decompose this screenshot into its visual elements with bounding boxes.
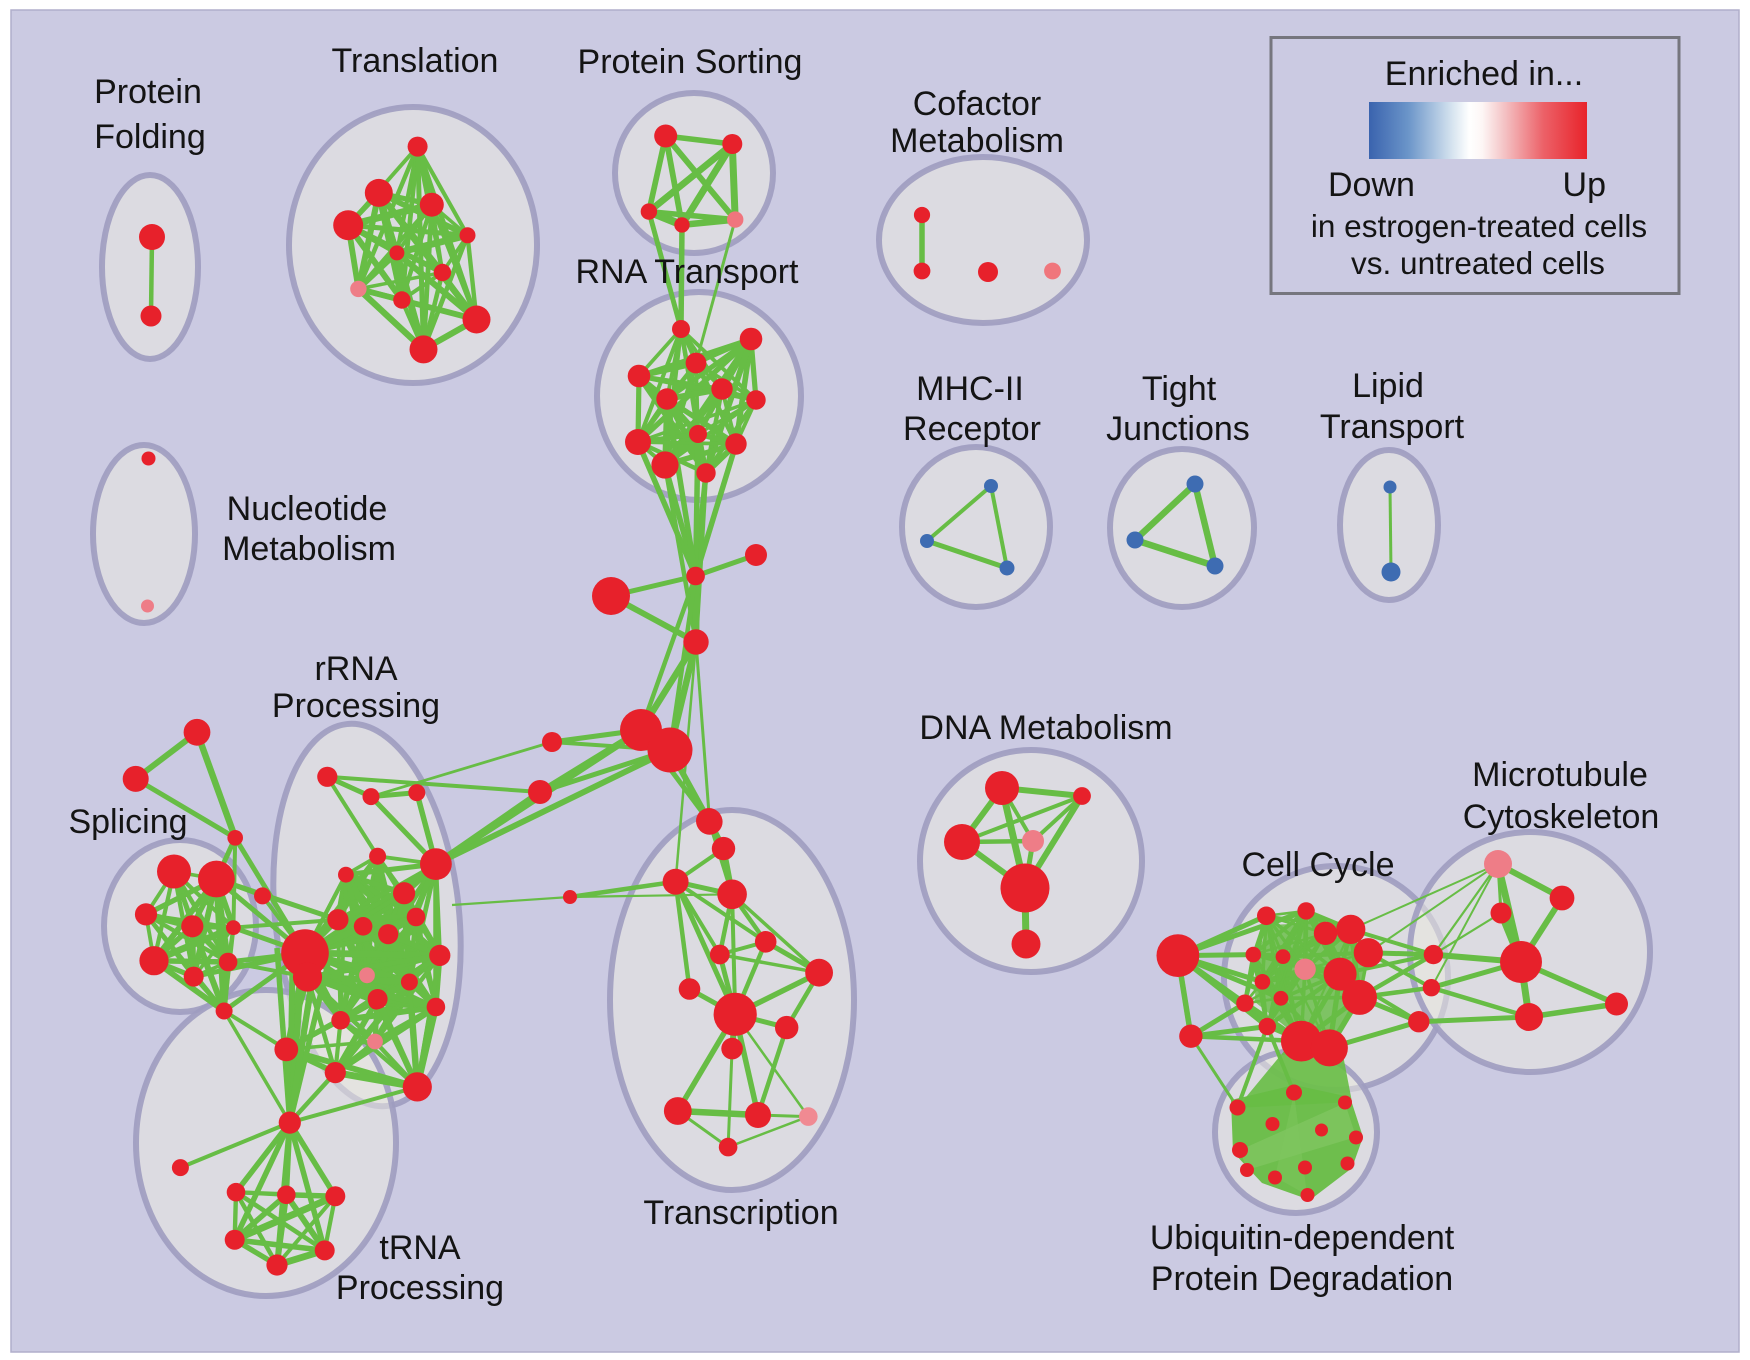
svg-text:Transcription: Transcription <box>643 1194 838 1232</box>
svg-text:Transport: Transport <box>1320 408 1465 446</box>
svg-text:Enriched in...: Enriched in... <box>1385 55 1583 93</box>
svg-text:Lipid: Lipid <box>1352 367 1424 405</box>
svg-text:MHC-II: MHC-II <box>916 370 1024 408</box>
svg-text:Protein Degradation: Protein Degradation <box>1151 1260 1453 1298</box>
svg-text:Junctions: Junctions <box>1106 410 1250 448</box>
svg-text:Cell Cycle: Cell Cycle <box>1241 846 1394 884</box>
svg-text:Cofactor: Cofactor <box>913 85 1042 123</box>
svg-text:Ubiquitin-dependent: Ubiquitin-dependent <box>1150 1219 1455 1257</box>
svg-text:Up: Up <box>1563 166 1606 204</box>
svg-text:Metabolism: Metabolism <box>890 122 1064 160</box>
svg-text:RNA Transport: RNA Transport <box>576 253 800 291</box>
svg-text:Metabolism: Metabolism <box>222 530 396 568</box>
svg-text:Protein: Protein <box>94 73 202 111</box>
svg-text:Receptor: Receptor <box>903 410 1041 448</box>
svg-text:DNA Metabolism: DNA Metabolism <box>919 709 1172 747</box>
svg-text:Folding: Folding <box>94 118 206 156</box>
svg-text:Microtubule: Microtubule <box>1472 756 1648 794</box>
svg-text:Cytoskeleton: Cytoskeleton <box>1463 798 1660 836</box>
svg-text:in estrogen-treated cells: in estrogen-treated cells <box>1311 208 1647 244</box>
svg-text:Tight: Tight <box>1142 370 1217 408</box>
svg-text:Splicing: Splicing <box>68 803 187 841</box>
svg-text:rRNA: rRNA <box>314 650 397 688</box>
svg-text:Processing: Processing <box>272 687 440 725</box>
svg-text:Protein Sorting: Protein Sorting <box>578 43 803 81</box>
svg-text:Down: Down <box>1328 166 1415 204</box>
svg-text:Processing: Processing <box>336 1269 504 1307</box>
svg-text:vs. untreated cells: vs. untreated cells <box>1351 245 1605 281</box>
svg-text:Nucleotide: Nucleotide <box>227 490 388 528</box>
svg-text:tRNA: tRNA <box>379 1229 461 1267</box>
svg-text:Translation: Translation <box>332 42 499 80</box>
